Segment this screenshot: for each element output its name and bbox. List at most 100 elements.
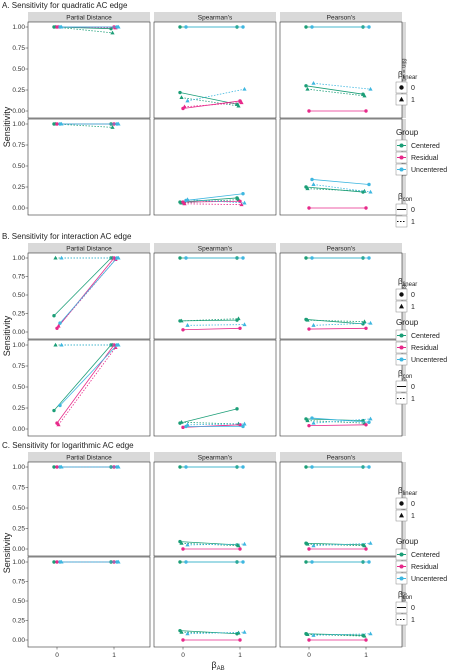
data-point-residual xyxy=(56,422,61,427)
data-point-uncentered xyxy=(242,541,247,546)
legend-linear-title: βlinear xyxy=(398,486,417,497)
legend-linear-1: 1 xyxy=(411,97,415,104)
data-point-residual xyxy=(238,326,242,330)
series-line-centered xyxy=(53,257,112,317)
data-point-uncentered xyxy=(241,256,245,260)
data-point-residual xyxy=(238,547,242,551)
legend-linear-0: 0 xyxy=(411,501,415,508)
data-point-residual xyxy=(238,199,242,203)
legend-group-centered: Centered xyxy=(411,143,440,150)
series-line-uncentered xyxy=(313,418,371,424)
legend-triangle-icon xyxy=(399,96,404,102)
data-point-residual xyxy=(181,547,185,551)
legend-group-title: Group xyxy=(396,537,419,546)
facet-panels: Partial Distance Spearman's Pearson's βlin … xyxy=(12,12,406,659)
facet-panel xyxy=(27,118,151,216)
data-point-residual xyxy=(182,201,187,206)
data-point-centered xyxy=(362,188,367,193)
facet-panel xyxy=(27,339,151,437)
column-strip-label: Partial Distance xyxy=(66,455,112,462)
y-tick-label: 0.25 xyxy=(12,526,25,533)
data-point-centered xyxy=(52,408,56,413)
y-tick-label: 0.25 xyxy=(12,311,25,318)
series-line-residual xyxy=(184,203,242,206)
legend-residual-icon xyxy=(399,345,404,350)
y-tick-label: 0.00 xyxy=(12,329,25,336)
data-point-uncentered xyxy=(310,560,314,564)
data-point-residual xyxy=(181,425,185,430)
data-point-centered xyxy=(235,407,239,411)
data-point-uncentered xyxy=(185,542,190,547)
facet-panel xyxy=(279,339,403,437)
y-tick-label: 0.50 xyxy=(12,292,25,299)
data-point-centered xyxy=(305,86,310,91)
facet-panel xyxy=(153,556,277,648)
series-line-uncentered xyxy=(313,82,371,90)
x-tick-label: 0 xyxy=(55,652,59,659)
data-point-uncentered xyxy=(184,256,188,260)
column-strip xyxy=(280,243,402,253)
x-tick-label: 1 xyxy=(364,652,368,659)
data-point-centered xyxy=(305,632,310,637)
series-line-residual xyxy=(308,424,367,427)
data-point-centered xyxy=(53,342,58,347)
series-line-centered xyxy=(307,188,365,192)
series-line-centered xyxy=(181,631,239,634)
data-point-uncentered xyxy=(116,255,121,260)
series-line-centered xyxy=(307,88,365,97)
data-point-uncentered xyxy=(311,182,316,186)
data-point-uncentered xyxy=(367,25,371,29)
data-point-residual xyxy=(56,323,61,328)
series-line-uncentered xyxy=(187,88,245,102)
data-point-centered xyxy=(179,318,184,323)
legend-con-1: 1 xyxy=(411,617,415,624)
legend-group-title: Group xyxy=(396,318,419,327)
y-tick-label: 0.00 xyxy=(12,426,25,433)
data-point-residual xyxy=(238,423,242,427)
y-axis-title-b: Sensitivity xyxy=(2,315,12,356)
series-line-uncentered xyxy=(313,633,371,636)
y-tick-label: 0.25 xyxy=(12,618,25,625)
y-tick-label: 0.75 xyxy=(12,579,25,586)
series-line-uncentered xyxy=(313,322,371,326)
series-line-uncentered xyxy=(311,179,370,185)
legend-con-title: βcon xyxy=(398,590,412,601)
series-line-centered xyxy=(305,85,364,95)
y-tick-label: 0.75 xyxy=(12,45,25,52)
series-line-uncentered xyxy=(313,184,371,193)
data-point-centered xyxy=(52,314,56,318)
section-c-title: C. Sensitivity for logarithmic AC edge xyxy=(2,441,134,450)
column-strip xyxy=(154,243,276,253)
series-line-residual xyxy=(182,424,241,428)
data-point-residual xyxy=(239,202,244,207)
data-point-uncentered xyxy=(311,323,316,327)
data-point-centered xyxy=(179,95,184,100)
y-tick-label: 1.00 xyxy=(12,342,25,349)
column-strip xyxy=(154,452,276,462)
y-tick-label: 0.50 xyxy=(12,384,25,391)
data-point-centered xyxy=(362,633,367,638)
data-point-centered xyxy=(179,540,184,545)
column-strip-label: Spearman's xyxy=(198,15,233,22)
legend-con-0: 0 xyxy=(411,605,415,612)
y-tick-label: 0.50 xyxy=(12,163,25,170)
data-point-uncentered xyxy=(310,25,314,29)
y-tick-label: 0.50 xyxy=(12,598,25,605)
legend-group-centered: Centered xyxy=(411,333,440,340)
data-point-uncentered xyxy=(367,465,371,469)
column-strip-label: Pearson's xyxy=(327,246,356,253)
data-point-uncentered xyxy=(116,559,121,564)
section-0-facets: Partial Distance Spearman's Pearson's βlin … xyxy=(12,12,406,216)
column-strip-label: Pearson's xyxy=(327,455,356,462)
data-point-centered xyxy=(178,90,182,95)
section-a-title: A. Sensitivity for quadratic AC edge xyxy=(2,1,128,10)
data-point-uncentered xyxy=(367,256,371,260)
legend-con-title: βcon xyxy=(398,192,412,203)
legend-circle-icon xyxy=(399,501,404,506)
legend-b: βlinear 0 1 Group Centered Residual Unce… xyxy=(395,277,447,405)
series-line-uncentered xyxy=(187,199,245,204)
row-strip-label: βlin = −1 xyxy=(400,497,406,521)
legend-centered-icon xyxy=(399,143,404,148)
y-tick-label: 0.50 xyxy=(12,66,25,73)
data-point-centered xyxy=(178,256,182,260)
